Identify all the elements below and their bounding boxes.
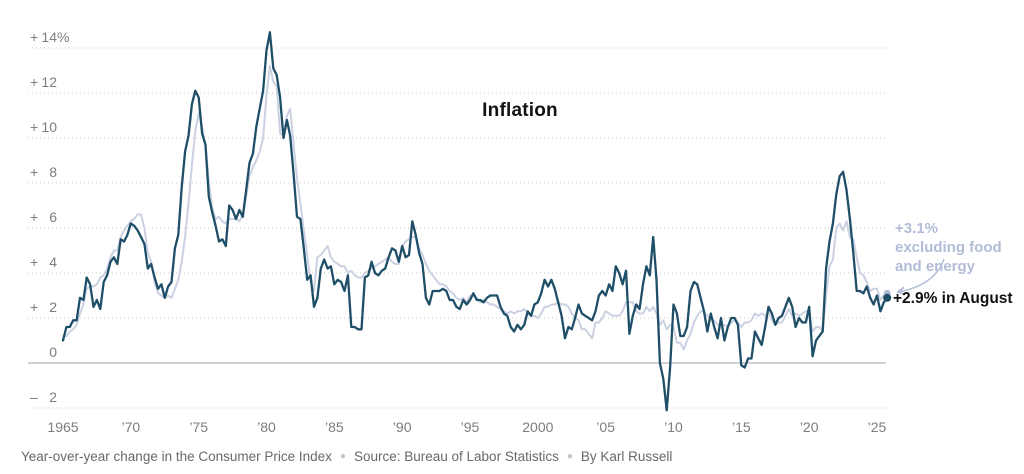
x-tick-label-1985: ’85 (324, 419, 344, 435)
y-tick-label-14: +14% (30, 29, 70, 45)
x-tick-label-2000: 2000 (522, 419, 554, 435)
y-tick-label-10: +10 (30, 119, 57, 135)
x-tick-label-2005: ’05 (596, 419, 615, 435)
x-tick-label-1990: ’90 (392, 419, 412, 435)
bullet-separator-icon: ● (339, 451, 346, 462)
y-tick-label-4: +4 (30, 254, 57, 270)
y-tick-label--2: –2 (30, 389, 57, 405)
latest-value-annotation: +2.9% in August (893, 290, 1013, 307)
annotation-arrow (896, 258, 945, 296)
y-tick-label-0: 0 (49, 344, 57, 360)
x-tick-label-2020: ’20 (799, 419, 819, 435)
annotation-shapes-group (896, 258, 945, 296)
y-tick-label-12: +12 (30, 74, 57, 90)
x-tick-label-2025: ’25 (867, 419, 887, 435)
y-tick-label-6: +6 (30, 209, 57, 225)
footer-byline: By Karl Russell (580, 449, 673, 464)
bullet-separator-icon: ● (566, 451, 573, 462)
footer-description: Year-over-year change in the Consumer Pr… (21, 449, 332, 464)
core-series-annotation: +3.1% excluding food and energy (895, 219, 1002, 276)
x-tick-label-2015: ’15 (731, 419, 751, 435)
x-tick-label-1995: ’95 (460, 419, 480, 435)
x-tick-label-1965: 1965 (47, 419, 79, 435)
series-line-headline (61, 31, 889, 412)
series-group (61, 31, 892, 412)
end-dot-headline (883, 293, 892, 302)
series-line-core (62, 65, 889, 351)
x-tick-label-1970: ’70 (121, 419, 141, 435)
core-annotation-line-1: +3.1% (895, 220, 938, 237)
footer-source: Source: Bureau of Labor Statistics (353, 449, 559, 464)
x-tick-label-2010: ’10 (664, 419, 683, 435)
core-annotation-line-2: excluding food (895, 239, 1002, 256)
footer-caption: Year-over-year change in the Consumer Pr… (21, 449, 672, 464)
core-annotation-line-3: and energy (895, 258, 976, 275)
x-tick-label-1975: ’75 (189, 419, 208, 435)
y-tick-label-8: +8 (30, 164, 57, 180)
x-tick-label-1980: ’80 (257, 419, 276, 435)
gridlines-group (28, 47, 886, 409)
y-tick-label-2: +2 (30, 299, 57, 315)
chart-title: Inflation (482, 100, 558, 121)
